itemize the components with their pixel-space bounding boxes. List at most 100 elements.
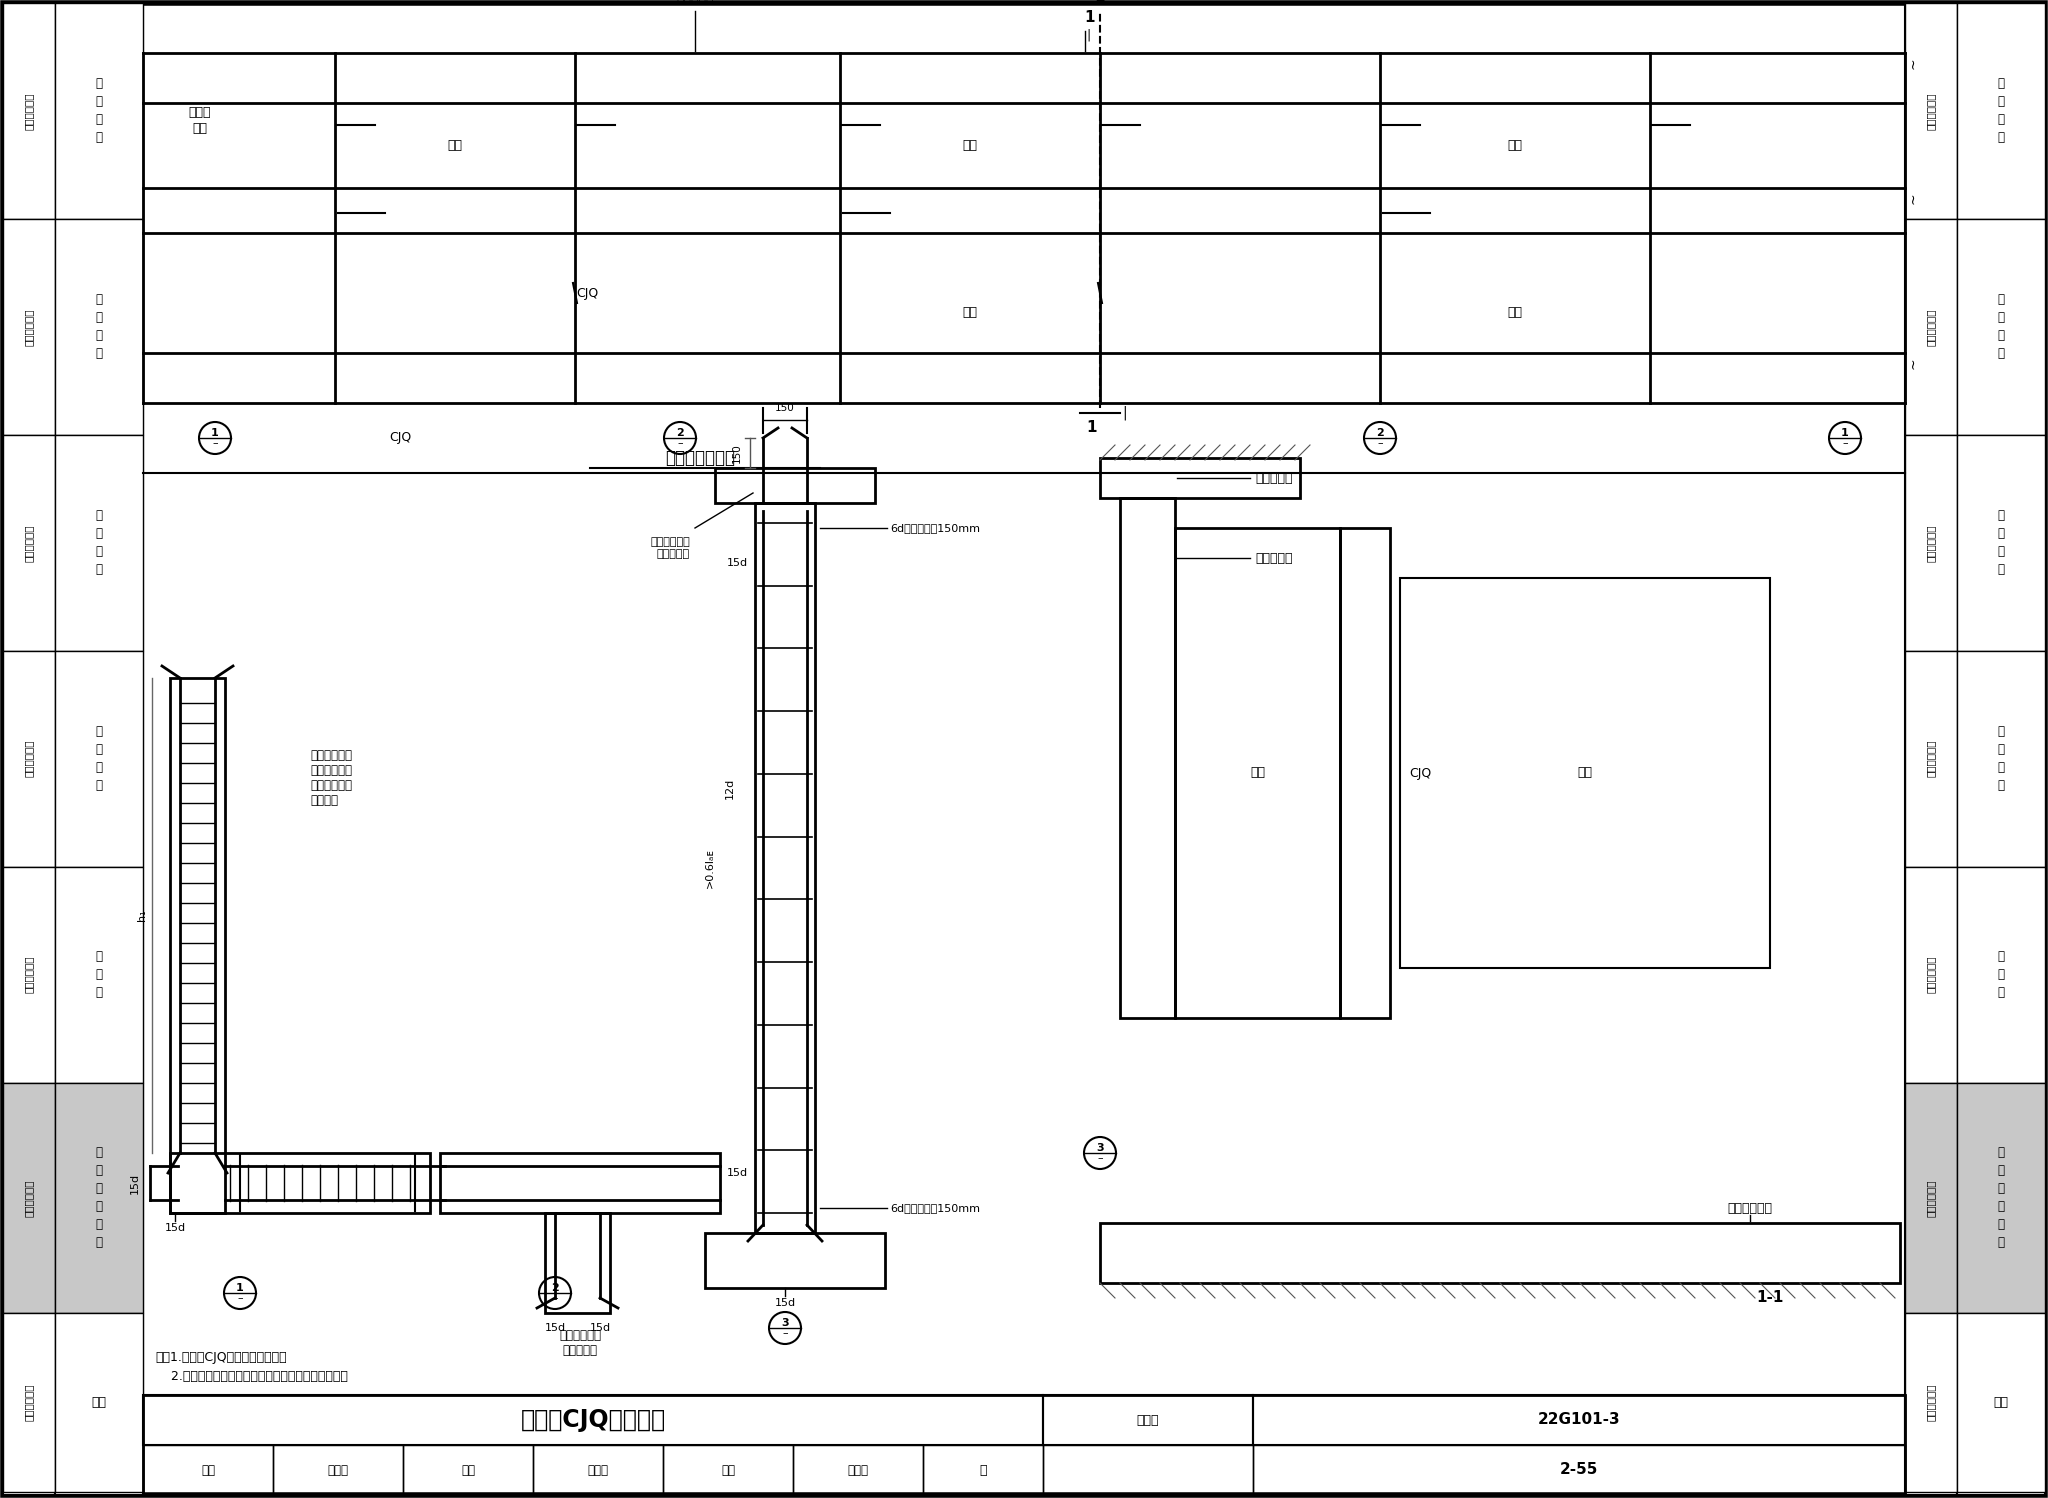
- Text: 础: 础: [1997, 1164, 2005, 1177]
- Text: 2: 2: [551, 1282, 559, 1293]
- Text: 15d: 15d: [727, 557, 748, 568]
- Bar: [924, 1446, 1042, 1495]
- Bar: [55, 650, 143, 867]
- Text: 2: 2: [1376, 428, 1384, 437]
- Text: 构: 构: [1997, 1218, 2005, 1231]
- Bar: [2, 434, 55, 650]
- Text: 关: 关: [96, 1200, 102, 1213]
- Text: 构: 构: [1997, 114, 2005, 126]
- Text: 立: 立: [1997, 312, 2005, 325]
- Text: 3: 3: [780, 1318, 788, 1329]
- Text: 造: 造: [96, 132, 102, 144]
- Bar: [1042, 1395, 1253, 1446]
- Text: 础: 础: [96, 986, 102, 999]
- Bar: [403, 1446, 532, 1495]
- Text: 立: 立: [96, 312, 102, 325]
- Text: ~: ~: [1907, 192, 1921, 204]
- Text: 1: 1: [1096, 0, 1106, 6]
- Text: 形: 形: [96, 527, 102, 541]
- Bar: [1253, 1446, 1905, 1495]
- Bar: [715, 467, 874, 503]
- Bar: [1958, 3, 2046, 219]
- Text: 窗井: 窗井: [1507, 307, 1522, 319]
- Text: 独: 独: [1997, 294, 2005, 307]
- Text: 础: 础: [1997, 563, 2005, 577]
- Text: 础: 础: [1997, 986, 2005, 999]
- Text: 基: 基: [1997, 330, 2005, 343]
- Bar: [2, 1083, 55, 1314]
- Bar: [170, 1153, 430, 1213]
- Bar: [1100, 1222, 1901, 1282]
- Text: 标准构造详图: 标准构造详图: [25, 524, 35, 562]
- Text: 形: 形: [96, 743, 102, 756]
- Text: 窗井墙CJQ配筋构造: 窗井墙CJQ配筋构造: [520, 1408, 666, 1432]
- Text: 桩: 桩: [96, 950, 102, 963]
- Text: 标准构造详图: 标准构造详图: [1925, 309, 1935, 346]
- Text: 2-55: 2-55: [1561, 1462, 1597, 1477]
- Text: ~: ~: [1907, 357, 1921, 369]
- Bar: [2, 3, 55, 1495]
- Text: 注：1.窗井墙CJQ配筋见设计标注。: 注：1.窗井墙CJQ配筋见设计标注。: [156, 1351, 287, 1365]
- Text: 造: 造: [1997, 1236, 2005, 1249]
- Text: 相: 相: [1997, 1182, 2005, 1195]
- Text: 窗洞: 窗洞: [449, 139, 463, 151]
- Text: 2: 2: [676, 428, 684, 437]
- Text: 设计: 设计: [721, 1464, 735, 1477]
- Text: 标准构造详图: 标准构造详图: [25, 309, 35, 346]
- Text: 地下室外墙: 地下室外墙: [1255, 551, 1292, 565]
- Bar: [55, 3, 143, 1495]
- Text: 筏: 筏: [96, 725, 102, 739]
- Text: 标准构造详图: 标准构造详图: [1925, 524, 1935, 562]
- Text: –: –: [238, 1293, 244, 1303]
- Text: –: –: [553, 1293, 557, 1303]
- Bar: [2, 867, 55, 1083]
- Text: 15d: 15d: [164, 1222, 186, 1233]
- Bar: [55, 1083, 143, 1314]
- Text: 般: 般: [1997, 96, 2005, 108]
- Text: CJQ: CJQ: [575, 286, 598, 300]
- Text: –: –: [678, 437, 682, 448]
- Text: 筏: 筏: [1997, 725, 2005, 739]
- Text: 窗井平面布置图: 窗井平面布置图: [666, 449, 735, 467]
- Bar: [2, 1314, 55, 1492]
- Text: 基: 基: [1997, 545, 2005, 559]
- Text: 造: 造: [1997, 132, 2005, 144]
- Text: 1-1: 1-1: [1757, 1290, 1784, 1305]
- Text: 基: 基: [96, 761, 102, 774]
- Text: 6d，且不小于150mm: 6d，且不小于150mm: [891, 523, 981, 533]
- Bar: [272, 1446, 403, 1495]
- Text: 22G101-3: 22G101-3: [1538, 1413, 1620, 1428]
- Text: 基: 基: [96, 545, 102, 559]
- Text: –: –: [213, 437, 217, 448]
- Text: 一: 一: [96, 78, 102, 90]
- Text: h₁: h₁: [137, 909, 147, 921]
- Text: 构: 构: [96, 1218, 102, 1231]
- Text: 15d: 15d: [545, 1323, 565, 1333]
- Text: 李增银: 李增银: [848, 1464, 868, 1477]
- Text: 标准构造详图: 标准构造详图: [25, 1384, 35, 1422]
- Bar: [1958, 434, 2046, 650]
- Text: 标准构造详图: 标准构造详图: [1925, 956, 1935, 993]
- Text: 页: 页: [979, 1464, 987, 1477]
- Bar: [55, 867, 143, 1083]
- Text: –: –: [1843, 437, 1847, 448]
- Text: 150: 150: [774, 403, 795, 413]
- Text: –: –: [782, 1329, 788, 1338]
- Text: 15d: 15d: [727, 1168, 748, 1177]
- Text: CJQ: CJQ: [1409, 767, 1432, 779]
- Bar: [756, 503, 815, 1233]
- Bar: [1958, 3, 2046, 1495]
- Text: 基: 基: [96, 968, 102, 981]
- Bar: [55, 219, 143, 434]
- Text: 相: 相: [96, 1182, 102, 1195]
- Text: 15d: 15d: [129, 1173, 139, 1194]
- Bar: [705, 1233, 885, 1288]
- Text: 窗洞: 窗洞: [1507, 139, 1522, 151]
- Text: –: –: [1376, 437, 1382, 448]
- Bar: [440, 1153, 721, 1213]
- Bar: [1905, 1083, 1958, 1314]
- Text: |: |: [1122, 406, 1126, 421]
- Text: 独: 独: [96, 294, 102, 307]
- Bar: [1905, 3, 1958, 219]
- Text: 标准构造详图: 标准构造详图: [1925, 740, 1935, 777]
